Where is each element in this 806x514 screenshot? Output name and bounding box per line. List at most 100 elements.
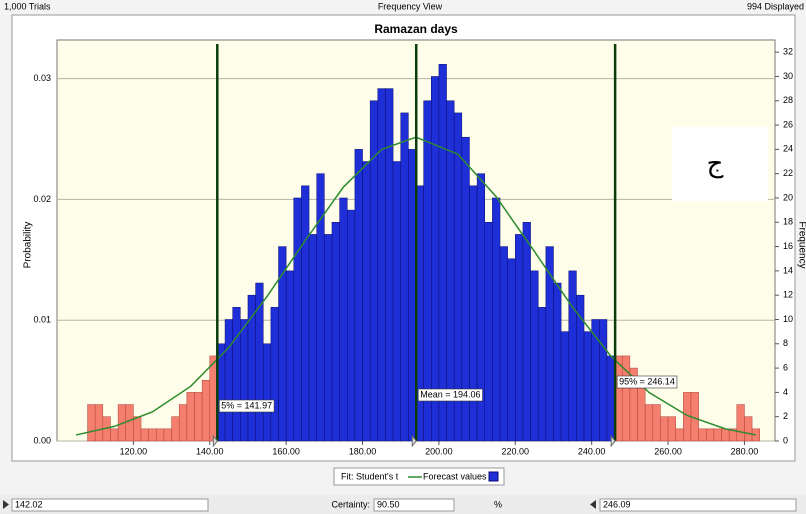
x-tick-label: 180.00 xyxy=(349,446,377,456)
bar xyxy=(736,404,745,442)
marker-label: 5% = 141.97 xyxy=(221,400,272,410)
certainty-label: Certainty: xyxy=(331,499,370,509)
bar xyxy=(240,319,249,442)
y-tick-label: 0.03 xyxy=(33,73,51,83)
x-tick-label: 160.00 xyxy=(272,446,300,456)
bar xyxy=(499,246,508,442)
bar xyxy=(667,416,676,442)
certainty-field[interactable] xyxy=(373,498,455,512)
bar xyxy=(644,404,654,442)
bar xyxy=(744,416,753,442)
bar xyxy=(706,428,715,442)
bar xyxy=(492,197,501,442)
y2-tick-label: 30 xyxy=(783,71,793,81)
bar xyxy=(408,149,417,442)
bar xyxy=(385,88,394,442)
bar xyxy=(698,428,707,442)
marker-label: Mean = 194.06 xyxy=(420,389,480,399)
displayed: 994 Displayed xyxy=(747,1,804,11)
left-value: 142.02 xyxy=(15,499,43,509)
x-tick-label: 280.00 xyxy=(731,446,759,456)
bar xyxy=(591,319,600,442)
x-tick-label: 140.00 xyxy=(196,446,224,456)
y2-tick-label: 20 xyxy=(783,192,793,202)
plot: 0.000.010.020.03024681012141618202224262… xyxy=(33,39,793,456)
x-tick-label: 240.00 xyxy=(578,446,606,456)
bar xyxy=(377,88,386,442)
y-label: Probability xyxy=(23,222,34,269)
bar xyxy=(201,379,211,442)
bar xyxy=(721,428,730,442)
bar xyxy=(713,428,722,442)
bar xyxy=(125,404,134,442)
bar xyxy=(431,76,440,442)
bar xyxy=(362,161,371,442)
bar xyxy=(301,185,310,442)
certainty-unit: % xyxy=(494,499,502,509)
bar xyxy=(606,355,615,442)
bar xyxy=(285,270,295,442)
y2-tick-label: 2 xyxy=(783,411,788,421)
x-tick-label: 220.00 xyxy=(502,446,530,456)
bar xyxy=(171,416,180,442)
y2-tick-label: 10 xyxy=(783,314,793,324)
marker-label-box xyxy=(218,399,275,413)
bar xyxy=(438,64,447,442)
bar xyxy=(140,428,149,442)
annotation: ج xyxy=(707,148,724,179)
bar xyxy=(553,282,562,442)
right-value: 246.09 xyxy=(603,499,631,509)
bar xyxy=(232,307,241,442)
marker-label-box xyxy=(616,375,678,389)
bar xyxy=(324,234,333,442)
bar xyxy=(530,270,539,442)
bar xyxy=(652,404,661,442)
bar xyxy=(331,222,340,442)
bar xyxy=(484,222,493,442)
bar xyxy=(316,173,325,442)
marker-label: 95% = 246.14 xyxy=(619,376,675,386)
chart-title: Ramazan days xyxy=(374,22,458,36)
y2-tick-label: 32 xyxy=(783,47,793,57)
annotation-box xyxy=(672,127,768,201)
right-field[interactable] xyxy=(599,498,797,512)
right-grabber[interactable] xyxy=(590,500,596,509)
bar xyxy=(599,319,608,442)
bar xyxy=(178,404,188,442)
legend-series: Forecast values xyxy=(423,471,487,481)
bar xyxy=(156,428,165,442)
bar xyxy=(583,331,592,442)
x-tick-label: 260.00 xyxy=(654,446,682,456)
y2-tick-label: 18 xyxy=(783,217,793,227)
legend-fit: Fit: Student's t xyxy=(341,471,399,481)
bar xyxy=(537,307,547,442)
bar xyxy=(163,428,172,442)
bar xyxy=(293,197,302,442)
y-tick-label: 0.00 xyxy=(33,435,51,445)
y2-tick-label: 28 xyxy=(783,95,793,105)
bar xyxy=(568,270,577,442)
bar xyxy=(660,416,669,442)
bar xyxy=(148,428,157,442)
bar xyxy=(637,379,646,442)
bar xyxy=(545,246,554,442)
marker-handle xyxy=(212,434,218,448)
y-tick-label: 0.01 xyxy=(33,315,51,325)
bar xyxy=(262,343,272,442)
y2-tick-label: 26 xyxy=(783,119,793,129)
bar xyxy=(194,392,203,442)
bar xyxy=(270,307,279,442)
y2-tick-label: 8 xyxy=(783,338,788,348)
left-field[interactable] xyxy=(11,498,209,512)
bar xyxy=(675,428,684,442)
y2-tick-label: 12 xyxy=(783,290,793,300)
bar xyxy=(560,331,570,442)
trials: 1,000 Trials xyxy=(4,1,51,11)
y2-tick-label: 16 xyxy=(783,241,793,251)
bar xyxy=(87,404,96,442)
certainty-value: 90.50 xyxy=(377,499,400,509)
left-grabber[interactable] xyxy=(3,500,9,509)
bar xyxy=(515,234,524,442)
bar xyxy=(308,234,317,442)
